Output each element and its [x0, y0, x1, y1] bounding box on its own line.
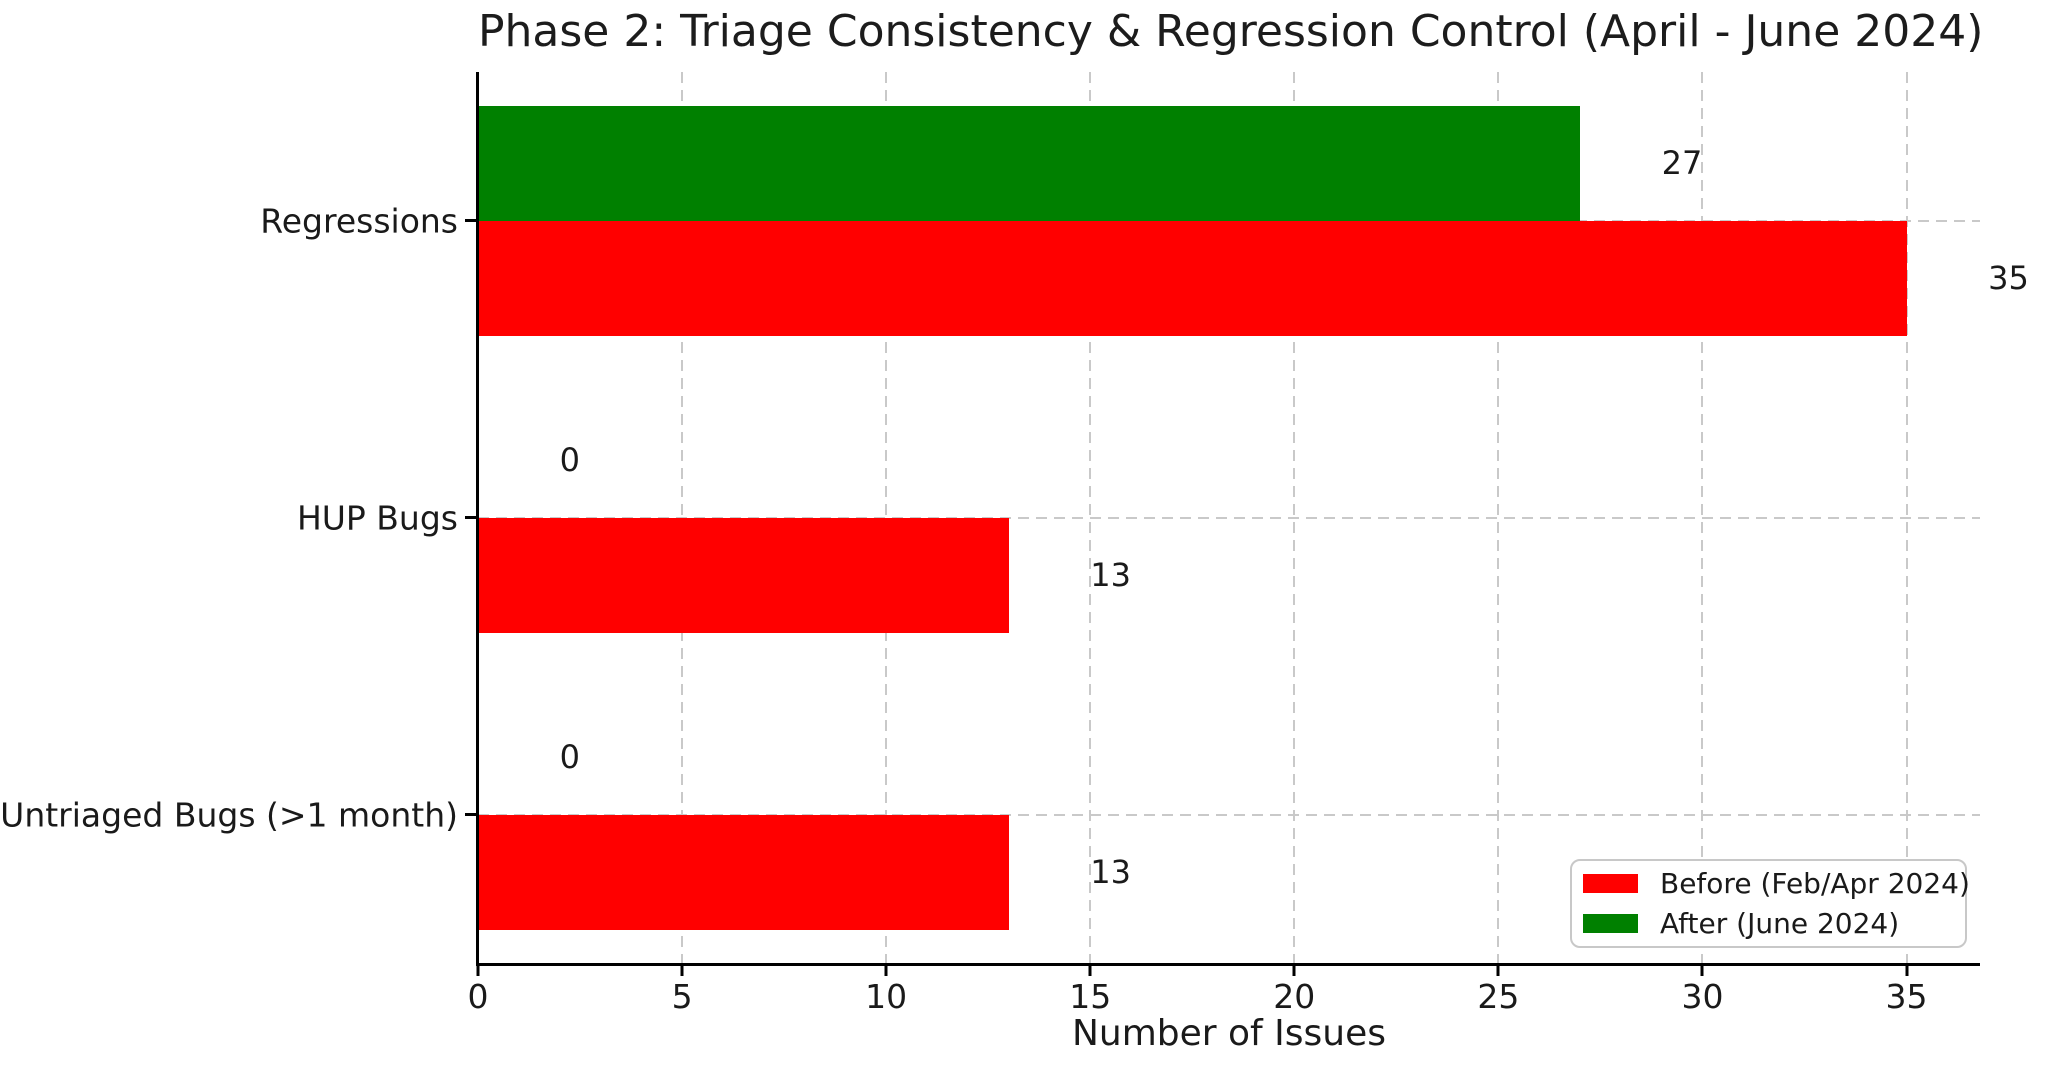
y-tick-mark — [465, 516, 476, 519]
legend-label: Before (Feb/Apr 2024) — [1660, 867, 1970, 900]
chart-title: Phase 2: Triage Consistency & Regression… — [478, 6, 1984, 57]
legend-item-after: After (June 2024) — [1583, 904, 1965, 944]
x-tick-label: 30 — [1681, 977, 1724, 1016]
x-tick-mark — [1496, 966, 1500, 976]
bar-value-label: 13 — [1090, 556, 1131, 594]
legend-swatch-icon — [1583, 914, 1638, 933]
y-tick-mark — [465, 219, 476, 222]
x-tick-label: 5 — [671, 977, 693, 1016]
y-tick-mark — [465, 813, 476, 816]
bar-value-label: 27 — [1661, 144, 1703, 182]
bar-value-label: 0 — [559, 738, 580, 776]
bar-value-label: 35 — [1988, 259, 2029, 297]
bar-value-label: 13 — [1090, 853, 1131, 891]
horizontal-gridline — [478, 516, 1980, 519]
x-tick-mark — [680, 966, 684, 976]
x-tick-mark — [1292, 966, 1296, 976]
x-tick-label: 35 — [1885, 977, 1928, 1016]
legend-item-before: Before (Feb/Apr 2024) — [1583, 864, 1970, 904]
y-tick-label: HUP Bugs — [296, 498, 458, 537]
x-axis-label: Number of Issues — [1071, 1013, 1387, 1054]
bar-before — [478, 517, 1009, 633]
bar-before — [478, 220, 1907, 336]
bar-value-label: 0 — [559, 441, 580, 479]
x-tick-mark — [476, 966, 480, 976]
y-tick-label: Regressions — [260, 201, 458, 240]
plot-area: 35 27 13 0 13 0 Regressions HUP Bugs Untriaged … — [0, 72, 2029, 1054]
x-tick-label: 15 — [1069, 977, 1112, 1016]
x-tick-mark — [1700, 966, 1704, 976]
x-tick-label: 20 — [1273, 977, 1316, 1016]
bar-before — [478, 814, 1009, 930]
legend-label: After (June 2024) — [1660, 907, 1900, 940]
x-tick-mark — [1905, 966, 1909, 976]
x-tick-label: 25 — [1477, 977, 1520, 1016]
x-axis-spine — [476, 963, 1980, 966]
y-axis-spine — [476, 72, 479, 966]
y-tick-label: Untriaged Bugs (>1 month) — [0, 795, 458, 834]
x-tick-mark — [1088, 966, 1092, 976]
x-tick-label: 0 — [467, 977, 489, 1016]
x-tick-mark — [884, 966, 888, 976]
x-tick-label: 10 — [865, 977, 908, 1016]
legend-swatch-icon — [1583, 874, 1638, 893]
horizontal-gridline — [478, 813, 1980, 816]
legend: Before (Feb/Apr 2024) After (June 2024) — [1570, 859, 1970, 948]
bar-after — [478, 105, 1580, 221]
